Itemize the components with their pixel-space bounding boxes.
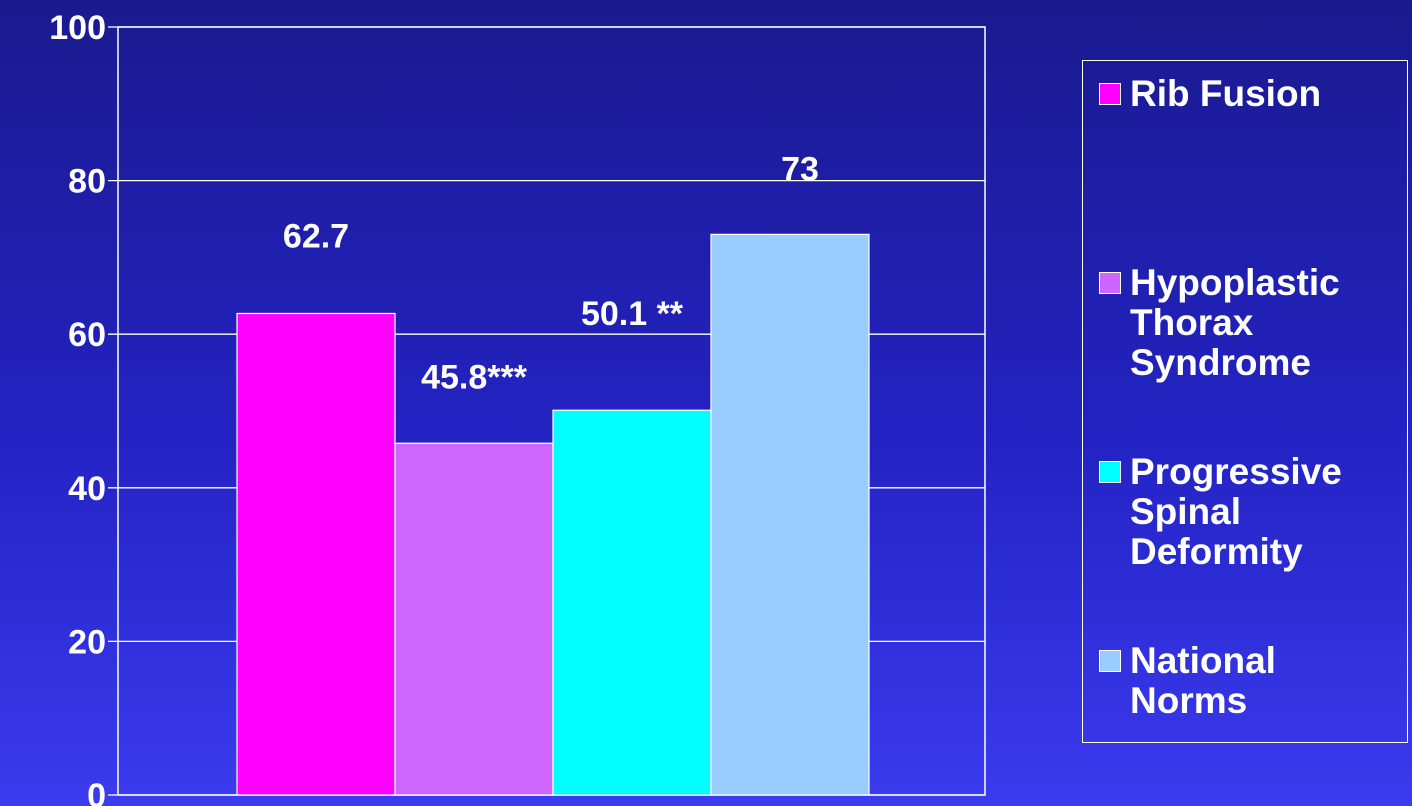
legend-item-progressive-spinal-deformity: Progressive Spinal Deformity xyxy=(1099,452,1390,572)
legend-label-national-norms: National Norms xyxy=(1130,640,1276,721)
legend-swatch-rib-fusion xyxy=(1099,83,1121,105)
legend-label-progressive-spinal-deformity: Progressive Spinal Deformity xyxy=(1130,451,1342,572)
data-label-progressive-spinal-deformity: 50.1 ** xyxy=(581,295,684,333)
legend: Rib Fusion Hypoplastic Thorax Syndrome P… xyxy=(1082,60,1408,743)
y-axis-ticks: 0 20 40 60 80 100 xyxy=(49,9,106,806)
legend-item-rib-fusion: Rib Fusion xyxy=(1099,74,1390,114)
y-tick-label-0: 0 xyxy=(87,777,106,806)
y-tick-label-20: 20 xyxy=(68,623,106,661)
legend-label-rib-fusion: Rib Fusion xyxy=(1130,73,1322,114)
y-tick-label-40: 40 xyxy=(68,470,106,508)
legend-swatch-hypoplastic-thorax-syndrome xyxy=(1099,272,1121,294)
legend-item-hypoplastic-thorax-syndrome: Hypoplastic Thorax Syndrome xyxy=(1099,263,1390,383)
legend-label-hypoplastic-thorax-syndrome: Hypoplastic Thorax Syndrome xyxy=(1130,262,1340,383)
data-label-rib-fusion: 62.7 xyxy=(283,217,349,255)
bar-rib-fusion xyxy=(236,312,396,796)
legend-swatch-national-norms xyxy=(1099,650,1121,672)
y-tick-label-60: 60 xyxy=(68,316,106,354)
y-tick-label-100: 100 xyxy=(49,9,106,47)
y-tick-label-80: 80 xyxy=(68,163,106,201)
bars xyxy=(236,233,870,796)
data-label-hypoplastic-thorax-syndrome: 45.8*** xyxy=(421,358,528,396)
bar-hypoplastic-thorax-syndrome xyxy=(394,442,554,796)
legend-item-national-norms: National Norms xyxy=(1099,641,1390,721)
legend-swatch-progressive-spinal-deformity xyxy=(1099,461,1121,483)
bar-national-norms xyxy=(710,233,870,796)
bar-progressive-spinal-deformity xyxy=(552,409,712,796)
data-labels: 62.7 45.8*** 50.1 ** 73 xyxy=(283,150,819,396)
data-label-national-norms: 73 xyxy=(781,150,819,188)
